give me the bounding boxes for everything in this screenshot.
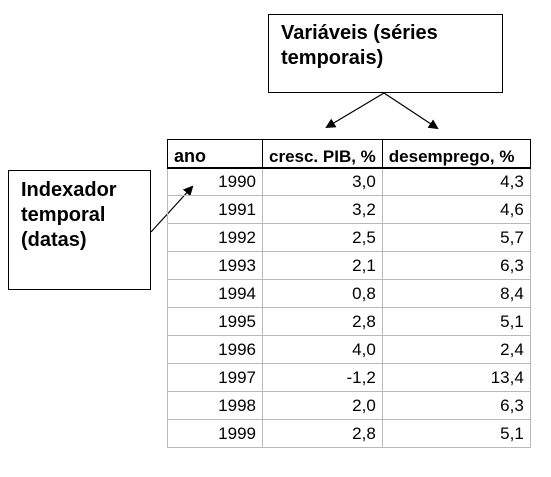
cell-gdp-growth: -1,2 [262, 363, 383, 392]
table-row: 1998 2,0 6,3 [167, 391, 531, 420]
cell-unemployment: 2,4 [381, 335, 531, 364]
cell-year: 1996 [167, 335, 263, 364]
cell-gdp-growth: 4,0 [262, 335, 383, 364]
cell-year: 1992 [167, 223, 263, 252]
cell-year: 1997 [167, 363, 263, 392]
cell-gdp-growth: 2,1 [262, 251, 383, 280]
table-row: 1994 0,8 8,4 [167, 279, 531, 308]
callout-line: Variáveis (séries [281, 22, 438, 44]
arrow-to-unemployment-column [383, 92, 439, 130]
cell-year: 1994 [167, 279, 263, 308]
cell-year: 1999 [167, 419, 263, 448]
table-header-row: ano cresc. PIB, % desemprego, % [167, 139, 531, 168]
cell-gdp-growth: 2,0 [262, 391, 383, 420]
cell-gdp-growth: 2,5 [262, 223, 383, 252]
cell-year: 1995 [167, 307, 263, 336]
callout-line: temporal [21, 204, 106, 226]
cell-gdp-growth: 2,8 [262, 307, 383, 336]
cell-unemployment: 6,3 [381, 251, 531, 280]
time-series-table: ano cresc. PIB, % desemprego, % 1990 3,0… [167, 139, 531, 448]
cell-gdp-growth: 3,2 [262, 195, 383, 224]
table-row: 1997 -1,2 13,4 [167, 363, 531, 392]
arrow-to-pib-column [325, 92, 385, 129]
callout-line: Indexador [21, 179, 117, 201]
table-row: 1999 2,8 5,1 [167, 419, 531, 448]
cell-year: 1993 [167, 251, 263, 280]
callout-line: temporais) [281, 47, 384, 69]
cell-gdp-growth: 2,8 [262, 419, 383, 448]
cell-year: 1991 [167, 195, 263, 224]
cell-year: 1990 [167, 166, 263, 196]
table-row: 1990 3,0 4,3 [167, 166, 531, 196]
variables-callout: Variáveis (séries temporais) [268, 14, 503, 93]
column-header-year: ano [167, 139, 263, 168]
column-header-unemployment: desemprego, % [381, 139, 531, 168]
cell-gdp-growth: 0,8 [262, 279, 383, 308]
cell-year: 1998 [167, 391, 263, 420]
cell-unemployment: 5,7 [381, 223, 531, 252]
cell-unemployment: 8,4 [381, 279, 531, 308]
cell-unemployment: 4,3 [381, 166, 531, 196]
callout-line: (datas) [21, 229, 87, 251]
cell-unemployment: 5,1 [381, 419, 531, 448]
table-row: 1995 2,8 5,1 [167, 307, 531, 336]
cell-unemployment: 6,3 [381, 391, 531, 420]
table-row: 1993 2,1 6,3 [167, 251, 531, 280]
cell-unemployment: 13,4 [381, 363, 531, 392]
time-index-callout: Indexador temporal (datas) [8, 170, 151, 290]
cell-unemployment: 4,6 [381, 195, 531, 224]
cell-gdp-growth: 3,0 [262, 166, 383, 196]
table-row: 1992 2,5 5,7 [167, 223, 531, 252]
column-header-gdp-growth: cresc. PIB, % [262, 139, 383, 168]
table-row: 1996 4,0 2,4 [167, 335, 531, 364]
table-row: 1991 3,2 4,6 [167, 195, 531, 224]
cell-unemployment: 5,1 [381, 307, 531, 336]
